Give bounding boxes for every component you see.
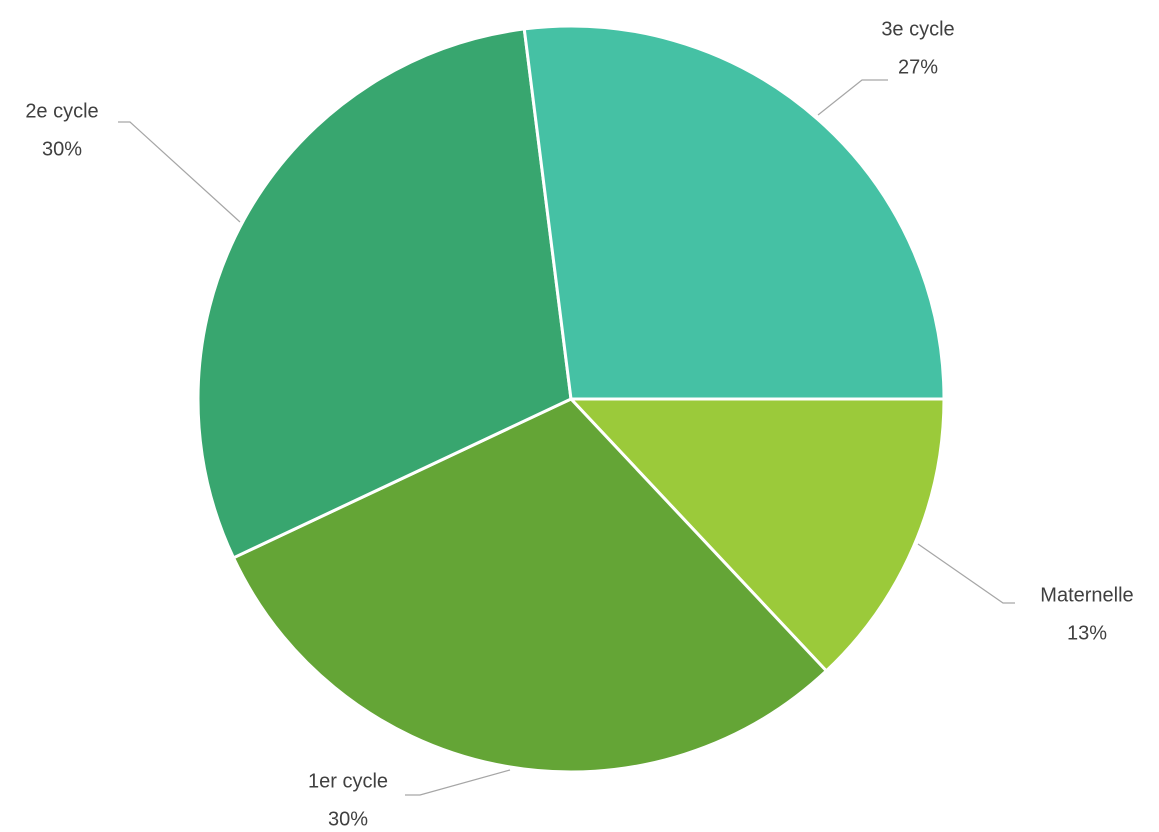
pie-slice bbox=[567, 397, 946, 674]
slice-label: Maternelle bbox=[1040, 584, 1133, 606]
slice-label: 1er cycle bbox=[308, 770, 388, 792]
slice-value-label: 30% bbox=[42, 138, 82, 160]
pie-slice bbox=[522, 24, 946, 401]
slice-value-label: 13% bbox=[1067, 622, 1107, 644]
leader-line bbox=[917, 543, 1015, 604]
slice-label: 3e cycle bbox=[881, 18, 954, 40]
slice-value-label: 27% bbox=[898, 56, 938, 78]
leader-line bbox=[118, 121, 241, 223]
pie-slice bbox=[196, 27, 573, 560]
leader-line bbox=[405, 769, 511, 796]
slice-value-label: 30% bbox=[328, 808, 368, 830]
leader-line bbox=[817, 79, 888, 116]
slice-label: 2e cycle bbox=[25, 100, 98, 122]
pie-slice bbox=[231, 397, 829, 774]
